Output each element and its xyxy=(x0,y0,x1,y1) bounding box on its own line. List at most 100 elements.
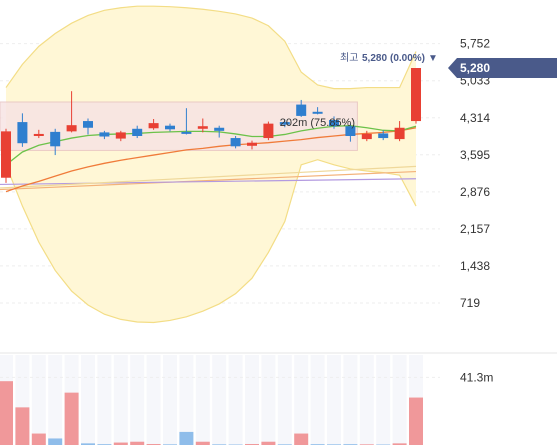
volume-bar xyxy=(392,443,407,445)
volume-bar xyxy=(113,442,128,445)
volume-column-bg xyxy=(179,355,194,445)
volume-column-bg xyxy=(376,355,391,445)
high-marker-pct: (0.00%) xyxy=(390,53,425,64)
candle xyxy=(247,140,257,150)
volume-column-bg xyxy=(113,355,128,445)
candle xyxy=(329,116,339,129)
annotation-label: 202m (75.85%) xyxy=(280,117,355,129)
volume-column-bg xyxy=(81,355,95,445)
volume-column-bg xyxy=(261,355,276,445)
candle-body xyxy=(50,131,61,147)
volume-bar xyxy=(15,407,30,445)
band-fill xyxy=(6,6,416,323)
volume-bars xyxy=(0,381,423,445)
candle-body xyxy=(378,133,389,139)
candle xyxy=(148,119,159,130)
current-price-badge-shape xyxy=(448,58,557,78)
candle-body xyxy=(247,142,257,146)
volume-bar xyxy=(261,441,276,445)
volume-bar xyxy=(130,441,145,445)
candle xyxy=(312,107,323,115)
volume-column-bg xyxy=(48,355,63,445)
candle xyxy=(378,130,389,141)
candle xyxy=(1,128,11,183)
bollinger-band xyxy=(5,5,417,324)
candle xyxy=(361,130,372,142)
candle-body xyxy=(411,68,421,122)
ma-short-line xyxy=(5,125,417,166)
volume-bar xyxy=(179,431,194,445)
candle xyxy=(197,118,208,133)
price-tick-label: 1,438 xyxy=(460,259,490,273)
high-marker-prefix: 최고 xyxy=(340,52,358,64)
candle xyxy=(394,121,405,142)
candle-body xyxy=(17,122,28,144)
candle xyxy=(214,125,225,138)
candle xyxy=(411,68,421,124)
candle xyxy=(115,130,126,142)
volume-column-bg xyxy=(310,355,325,445)
candle-body xyxy=(296,104,307,116)
volume-column-bg xyxy=(245,355,259,445)
volume-column-bg xyxy=(228,355,243,445)
price-tick-label: 2,157 xyxy=(460,222,490,236)
line-purple-flat xyxy=(0,178,417,186)
candle xyxy=(50,128,61,156)
candle xyxy=(83,118,93,135)
candle-body xyxy=(132,128,143,136)
volume-tick-label: 41.3m xyxy=(460,370,493,384)
volume-column-bg xyxy=(130,355,145,445)
candle-body xyxy=(345,126,356,136)
volume-column-bg xyxy=(359,355,374,445)
candle-body xyxy=(83,121,93,128)
volume-bar xyxy=(294,433,309,445)
volume-bar xyxy=(195,441,210,445)
candle xyxy=(230,136,241,149)
candle xyxy=(132,125,143,139)
candle xyxy=(279,119,290,128)
candle xyxy=(296,99,307,117)
volume-column-bg xyxy=(146,355,161,445)
candle xyxy=(165,123,175,132)
candle-body xyxy=(230,138,241,147)
line-gold-flat xyxy=(0,165,417,189)
volume-bar xyxy=(48,438,63,445)
volume-column-bg xyxy=(392,355,407,445)
candle-body xyxy=(115,132,126,139)
volume-column-bg xyxy=(31,355,46,445)
price-tick-label: 4,314 xyxy=(460,111,490,125)
current-price-label: 5,280 xyxy=(460,61,490,75)
candles xyxy=(1,68,421,183)
candle xyxy=(345,123,356,142)
price-tick-label: 719 xyxy=(460,296,480,310)
candle-body xyxy=(279,122,290,125)
high-marker-value: 5,280 xyxy=(362,53,387,64)
volume-column-bg xyxy=(163,355,177,445)
price-tick-label: 3,595 xyxy=(460,148,490,162)
volume-bar xyxy=(31,433,46,445)
candle-body xyxy=(263,123,274,139)
volume-column-bg xyxy=(277,355,292,445)
candle xyxy=(33,129,44,139)
candle-body xyxy=(165,125,175,130)
candle-body xyxy=(99,132,110,137)
price-tick-label: 2,876 xyxy=(460,185,490,199)
candle-body xyxy=(214,127,225,131)
candle-body xyxy=(197,126,208,129)
volume-bar xyxy=(64,392,79,445)
line-orange-flat xyxy=(0,170,417,191)
band-lower-line xyxy=(5,159,417,324)
candle-body xyxy=(33,133,44,136)
candle-body xyxy=(66,125,77,132)
candle-body xyxy=(148,123,159,129)
volume-bar xyxy=(0,381,13,445)
volume-bar xyxy=(409,397,423,445)
candle-body xyxy=(394,127,405,140)
volume-column-bg xyxy=(97,355,112,445)
candle-body xyxy=(361,133,372,140)
candle xyxy=(66,91,77,133)
candle-body xyxy=(181,131,192,134)
candle-body xyxy=(1,131,11,178)
